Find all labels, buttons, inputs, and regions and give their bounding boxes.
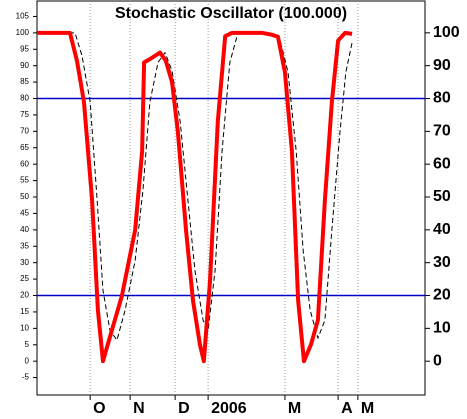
- y-tick-label: 80: [20, 94, 29, 103]
- y-tick-label: 105: [16, 12, 30, 21]
- y-tick-label: 0: [25, 356, 30, 365]
- y-tick-label: 25: [20, 274, 29, 283]
- y2-tick-label: 70: [433, 123, 451, 140]
- y-tick-label: 15: [20, 307, 29, 316]
- x-tick-label: M: [361, 400, 374, 417]
- series-line: [37, 30, 353, 364]
- y-tick-label: 20: [20, 291, 29, 300]
- plot-frame: [36, 0, 426, 396]
- y2-tick-label: 10: [433, 320, 451, 337]
- y-tick-label: 55: [20, 176, 29, 185]
- series-line: [37, 32, 353, 341]
- x-tick-label: N: [133, 400, 145, 417]
- y2-tick-label: 90: [433, 57, 451, 74]
- y-tick-label: 60: [20, 159, 29, 168]
- y2-tick-label: 50: [433, 188, 451, 205]
- x-tick-label: M: [288, 400, 301, 417]
- y-tick-label: 95: [20, 44, 29, 53]
- x-tick-label: A: [341, 400, 353, 417]
- x-tick-label: D: [178, 400, 190, 417]
- y-tick-label: 65: [20, 143, 29, 152]
- y-tick-label: 10: [20, 323, 29, 332]
- y-tick-label: 100: [16, 28, 30, 37]
- y-tick-label: 85: [20, 77, 29, 86]
- y2-tick-label: 80: [433, 90, 451, 107]
- y-tick-label: 40: [20, 225, 29, 234]
- y2-tick-label: 20: [433, 287, 451, 304]
- y2-tick-label: 60: [433, 155, 451, 172]
- y-tick-label: -5: [22, 373, 30, 382]
- y2-tick-label: 40: [433, 221, 451, 238]
- y2-tick-label: 100: [433, 24, 460, 41]
- y-tick-label: 5: [25, 340, 30, 349]
- x-tick-label: O: [93, 400, 105, 417]
- chart-title: Stochastic Oscillator (100.000): [115, 5, 347, 22]
- y-tick-label: 30: [20, 258, 29, 267]
- y-tick-label: 70: [20, 126, 29, 135]
- y2-tick-label: 0: [433, 352, 442, 369]
- y2-tick-label: 30: [433, 254, 451, 271]
- y-tick-label: 35: [20, 241, 29, 250]
- y-tick-label: 75: [20, 110, 29, 119]
- y-tick-label: 45: [20, 209, 29, 218]
- y-tick-label: 90: [20, 61, 29, 70]
- y-tick-label: 50: [20, 192, 29, 201]
- x-tick-label: 2006: [211, 400, 247, 417]
